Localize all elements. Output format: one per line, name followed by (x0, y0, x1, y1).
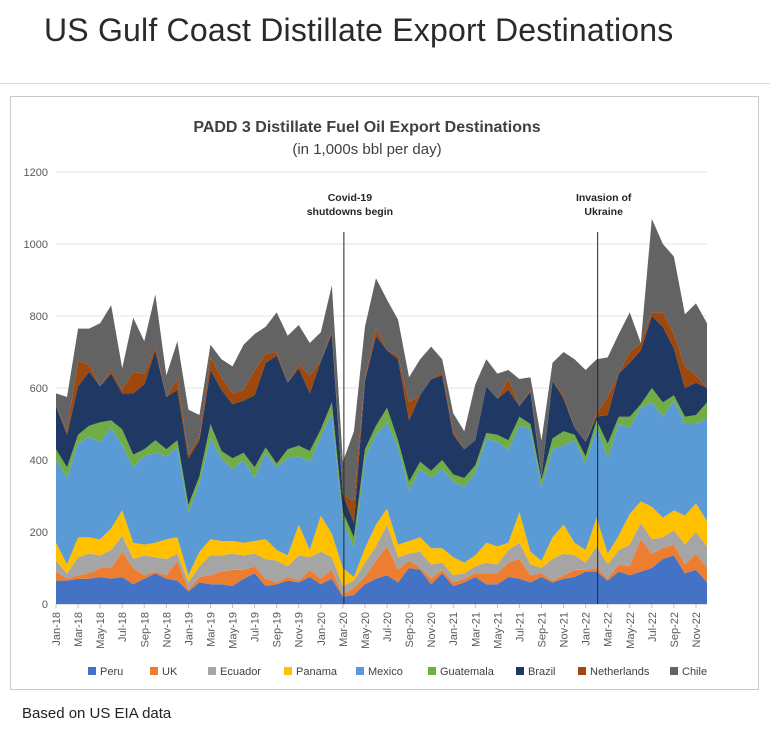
x-tick-label: Mar-18 (73, 612, 85, 647)
annotation-text: Ukraine (584, 206, 623, 218)
legend: Peru UK Ecuador Panama Mexico Guatemala Brazil… (88, 666, 707, 678)
x-tick-label: Sep-21 (536, 612, 548, 647)
x-tick-label: May-22 (625, 612, 637, 649)
chart-subtitle: (in 1,000s bbl per day) (292, 141, 441, 158)
area-peru (56, 555, 707, 604)
annotation-text: Invasion of (576, 192, 632, 204)
x-tick-label: Jul-21 (514, 612, 526, 642)
legend-label: Panama (296, 666, 338, 678)
legend-label: Peru (100, 666, 123, 678)
x-tick-label: Nov-21 (559, 612, 571, 647)
x-tick-label: Mar-19 (205, 612, 217, 647)
area-mexico (56, 400, 707, 577)
x-tick-label: Nov-20 (426, 612, 438, 647)
x-tick-label: Jul-19 (250, 612, 262, 642)
x-tick-label: Nov-22 (691, 612, 703, 647)
x-tick-label: Jan-21 (448, 612, 460, 646)
annotation-text: Covid-19 (328, 192, 373, 204)
x-tick-label: Sep-20 (404, 612, 416, 647)
y-tick-label: 600 (30, 383, 48, 395)
legend-label: Netherlands (590, 666, 650, 678)
y-axis: 0 200 400 600 800 1000 1200 (24, 167, 48, 611)
annotations: Covid-19 shutdowns begin Invasion of Ukrain… (307, 192, 632, 604)
x-tick-label: May-18 (95, 612, 107, 649)
legend-swatch (356, 667, 364, 675)
x-tick-label: Jul-22 (647, 612, 659, 642)
legend-swatch (578, 667, 586, 675)
x-tick-label: Jan-22 (581, 612, 593, 646)
x-tick-label: May-21 (492, 612, 504, 649)
legend-swatch (150, 667, 158, 675)
legend-label: Ecuador (220, 666, 261, 678)
stacked-area-chart: PADD 3 Distillate Fuel Oil Export Destin… (24, 119, 708, 678)
y-tick-label: 1000 (24, 239, 48, 251)
x-tick-label: Jan-18 (51, 612, 63, 646)
y-tick-label: 1200 (24, 167, 48, 179)
legend-label: Mexico (368, 666, 403, 678)
x-tick-label: Jan-19 (183, 612, 195, 646)
legend-swatch (670, 667, 678, 675)
legend-label: Brazil (528, 666, 556, 678)
x-tick-label: Sep-19 (272, 612, 284, 647)
chart-frame: PADD 3 Distillate Fuel Oil Export Destin… (10, 96, 759, 690)
x-tick-label: May-19 (228, 612, 240, 649)
area-uk (56, 539, 707, 597)
x-tick-label: Mar-22 (603, 612, 615, 647)
x-tick-label: Nov-19 (294, 612, 306, 647)
area-ecuador (56, 523, 707, 595)
legend-label: Guatemala (440, 666, 495, 678)
x-tick-label: Sep-18 (139, 612, 151, 647)
legend-swatch (88, 667, 96, 675)
x-tick-label: Sep-22 (669, 612, 681, 647)
area-guatemala (56, 388, 707, 549)
x-tick-label: Jul-20 (382, 612, 394, 642)
y-tick-label: 0 (42, 599, 48, 611)
x-tick-label: Jul-18 (117, 612, 129, 642)
footnote: Based on US EIA data (22, 705, 172, 722)
y-tick-label: 800 (30, 311, 48, 323)
x-tick-label: Nov-18 (161, 612, 173, 647)
y-tick-label: 200 (30, 527, 48, 539)
x-tick-label: Mar-21 (470, 612, 482, 647)
annotation-text: shutdowns begin (307, 206, 393, 218)
title-divider (0, 83, 770, 84)
x-axis: Jan-18 Mar-18 May-18 Jul-18 Sep-18 Nov-18 Jan-… (51, 604, 703, 649)
area-brazil (56, 316, 707, 538)
chart-title: PADD 3 Distillate Fuel Oil Export Destin… (193, 119, 540, 136)
area-chile (56, 218, 707, 502)
x-tick-label: Mar-20 (338, 612, 350, 647)
legend-swatch (284, 667, 292, 675)
legend-label: Chile (682, 666, 707, 678)
legend-swatch (428, 667, 436, 675)
legend-label: UK (162, 666, 178, 678)
page-title: US Gulf Coast Distillate Export Destinat… (44, 12, 674, 48)
area-series (56, 218, 707, 604)
area-panama (56, 501, 707, 586)
x-tick-label: Jan-20 (316, 612, 328, 646)
legend-swatch (208, 667, 216, 675)
y-tick-label: 400 (30, 455, 48, 467)
x-tick-label: May-20 (360, 612, 372, 649)
legend-swatch (516, 667, 524, 675)
